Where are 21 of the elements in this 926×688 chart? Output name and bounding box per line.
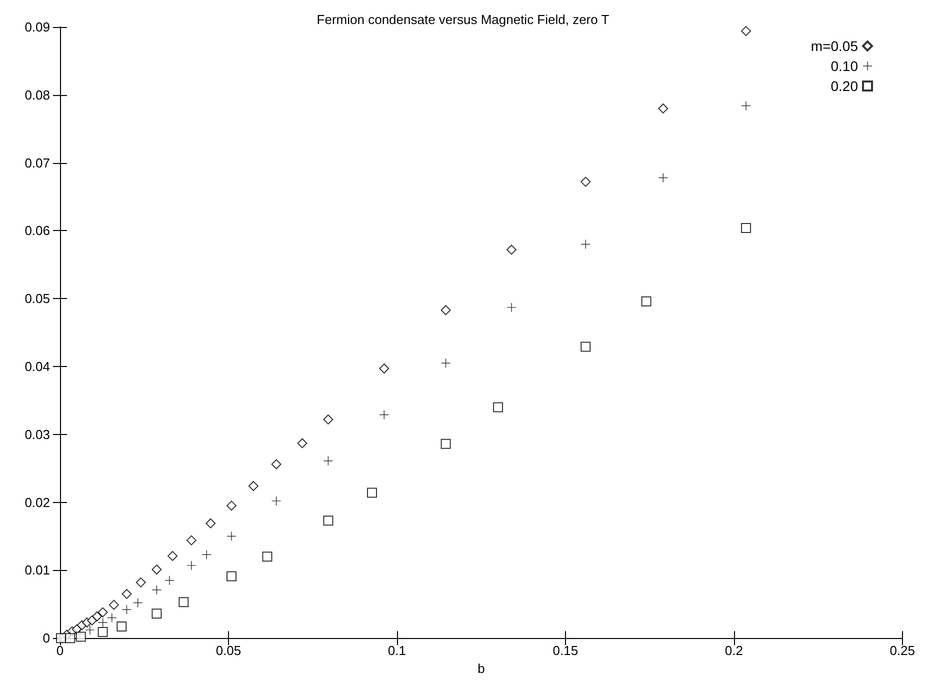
y-tick-label: 0.08 bbox=[24, 87, 50, 102]
y-tick-label: 0.07 bbox=[24, 155, 50, 170]
y-tick-label: 0.09 bbox=[24, 20, 50, 34]
x-tick-label: 0.2 bbox=[724, 643, 743, 658]
y-tick-label: 0.05 bbox=[24, 291, 50, 306]
x-tick-label: 0 bbox=[56, 643, 64, 658]
y-tick-label: 0.04 bbox=[24, 359, 50, 374]
legend-label: 0.20 bbox=[830, 78, 858, 94]
y-tick-label: 0.02 bbox=[24, 494, 50, 510]
x-tick-label: 0.05 bbox=[216, 643, 242, 658]
legend-label: 0.10 bbox=[830, 58, 858, 74]
x-axis-title: b bbox=[478, 661, 485, 676]
x-tick-label: 0.1 bbox=[388, 643, 406, 658]
y-tick-label: 0.06 bbox=[24, 223, 50, 238]
chart-title: Fermion condensate versus Magnetic Field, zero T bbox=[316, 12, 610, 27]
x-tick-label: 0.25 bbox=[890, 643, 916, 658]
x-tick-label: 0.15 bbox=[552, 643, 578, 658]
y-tick-label: 0.01 bbox=[24, 562, 50, 578]
legend-label: m=0.05 bbox=[810, 38, 858, 54]
y-tick-label: 0 bbox=[42, 630, 50, 646]
y-tick-label: 0.03 bbox=[24, 426, 50, 442]
